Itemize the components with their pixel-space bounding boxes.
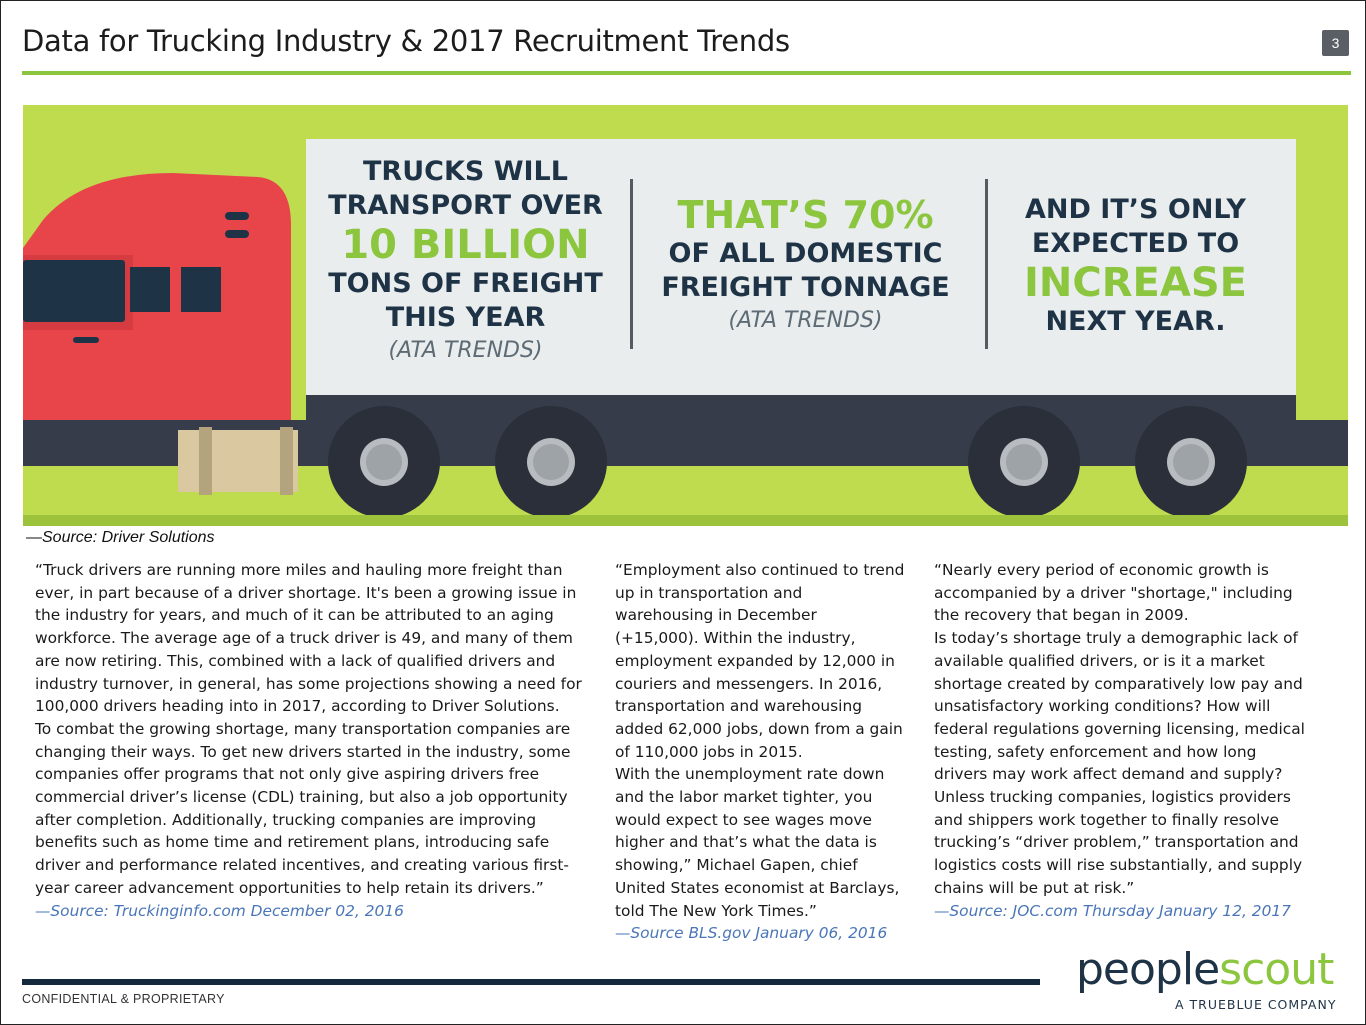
logo-people-text: people xyxy=(1076,944,1220,995)
stat3-line1: AND IT’S ONLY xyxy=(1025,194,1246,225)
quote-2-source: —Source BLS.gov January 06, 2016 xyxy=(615,924,888,943)
wheel-4 xyxy=(1135,406,1247,518)
header-divider xyxy=(22,71,1351,75)
quote-column-2: “Employment also continued to trend up i… xyxy=(615,559,905,945)
stat-freight-tons: TRUCKS WILL TRANSPORT OVER 10 BILLION TO… xyxy=(323,155,608,367)
stat-increase: AND IT’S ONLY EXPECTED TO INCREASE NEXT … xyxy=(1008,193,1263,339)
stat2-highlight: THAT’S 70% xyxy=(677,193,934,237)
stat1-highlight: 10 BILLION xyxy=(341,222,590,268)
cab-side-window-1 xyxy=(130,267,170,312)
quote-3-body: “Nearly every period of economic growth … xyxy=(934,561,1305,897)
stat1-line3: TONS OF FREIGHT xyxy=(328,268,603,299)
fuel-tank xyxy=(178,430,298,492)
stat-divider-2 xyxy=(985,179,988,349)
stat1-line1: TRUCKS WILL xyxy=(363,156,568,187)
stat1-line2: TRANSPORT OVER xyxy=(328,190,603,221)
stat2-line1: OF ALL DOMESTIC xyxy=(668,238,943,269)
cab-side-window-2 xyxy=(181,267,221,312)
trailer-panel xyxy=(306,139,1296,395)
stat-domestic-share: THAT’S 70% OF ALL DOMESTIC FREIGHT TONNA… xyxy=(653,193,958,337)
wheel-1 xyxy=(328,406,440,518)
quote-3-source: —Source: JOC.com Thursday January 12, 20… xyxy=(934,901,1291,920)
stat-divider-1 xyxy=(630,179,633,349)
page-number-badge: 3 xyxy=(1322,30,1349,56)
stat3-highlight: INCREASE xyxy=(1024,260,1247,306)
stat3-line3: NEXT YEAR. xyxy=(1045,306,1226,337)
truck-infographic: TRUCKS WILL TRANSPORT OVER 10 BILLION TO… xyxy=(23,105,1348,526)
quote-column-3: “Nearly every period of economic growth … xyxy=(934,559,1314,922)
logo-tagline: A TRUEBLUE COMPANY xyxy=(1175,997,1337,1012)
infographic-source: —Source: Driver Solutions xyxy=(26,529,215,546)
quote-1-body: “Truck drivers are running more miles an… xyxy=(35,561,582,897)
quote-1-source: —Source: Truckinginfo.com December 02, 2… xyxy=(35,901,404,920)
stat3-line2: EXPECTED TO xyxy=(1031,228,1240,259)
logo-scout-text: scout xyxy=(1219,944,1334,995)
stat2-line2: FREIGHT TONNAGE xyxy=(661,272,950,303)
page-title: Data for Trucking Industry & 2017 Recrui… xyxy=(22,24,790,58)
stat1-line4: THIS YEAR xyxy=(385,302,546,333)
peoplescout-logo: peoplescout xyxy=(1076,944,1334,995)
wheel-3 xyxy=(968,406,1080,518)
footer-divider xyxy=(22,979,1040,985)
confidential-label: CONFIDENTIAL & PROPRIETARY xyxy=(22,992,225,1006)
cab-window xyxy=(23,260,125,322)
quote-2-body: “Employment also continued to trend up i… xyxy=(615,561,905,920)
stat2-source: (ATA TRENDS) xyxy=(728,308,883,333)
stat1-source: (ATA TRENDS) xyxy=(388,338,543,363)
quote-column-1: “Truck drivers are running more miles an… xyxy=(35,559,583,922)
wheel-2 xyxy=(495,406,607,518)
